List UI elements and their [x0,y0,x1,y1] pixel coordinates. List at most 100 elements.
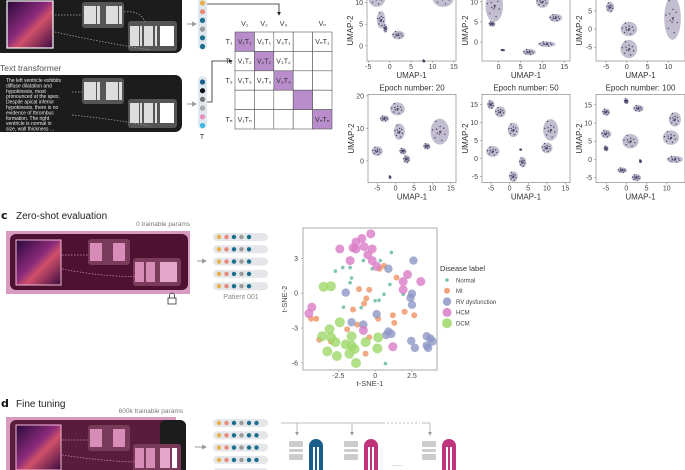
umap-point [489,149,492,152]
umap-point [602,135,605,137]
x-tick-label: 5 [519,64,523,71]
umap-point [398,132,400,134]
umap-point [544,147,547,150]
plot-frame [595,94,685,184]
matrix-cell [312,109,333,130]
umap-point [603,132,605,134]
umap-point [438,133,441,135]
data-point-dcm [360,337,371,348]
data-point-dcm [331,351,342,362]
umap-cluster [368,0,386,7]
umap-point [541,146,544,148]
x-tick-label: 10 [429,64,437,71]
umap-point [381,24,383,27]
umap-point [665,14,667,16]
umap-point [525,48,528,51]
umap-cluster [485,0,504,22]
umap-point [486,2,489,5]
umap-point [671,112,674,115]
legend-label: RV dysfunction [456,300,496,306]
matrix-row-header: T₃ [225,78,232,85]
umap-point [526,50,528,53]
umap-point [640,161,642,164]
data-point-rv-dysfunction [407,336,416,346]
umap-point [513,133,516,136]
umap-point [381,119,383,121]
umap-point [628,48,631,50]
y-tick-label: 10 [356,126,364,133]
matrix-row-header: T₂ [226,59,233,66]
umap-point [673,120,676,122]
umap-point [628,28,631,30]
embedding-dot [246,457,252,463]
umap-point [404,160,406,162]
umap-point [424,143,427,145]
lock-icon [167,292,177,305]
umap-point [634,177,636,179]
umap-point [495,110,497,112]
umap-point [631,176,634,178]
video-encoder [0,0,281,53]
x-tick-label: 5 [526,186,530,193]
embedding-dot [231,445,237,450]
data-point-hcm [304,309,314,319]
y-tick-label: -6 [292,361,298,368]
head-bar [372,447,374,470]
y-axis-label: UMAP-2 [461,123,470,154]
umap-point [611,7,614,10]
y-tick-label: 0 [474,40,478,47]
umap-point [514,174,516,176]
video-embedding-dots [199,0,206,50]
data-point-rv-dysfunction [407,300,417,310]
umap-point [636,179,639,181]
umap-point [675,123,677,125]
umap-point [606,148,609,150]
embedding-dot [246,284,252,289]
umap-point [666,131,669,133]
data-point-normal [373,298,377,303]
embedding-dot [216,259,222,264]
umap-point [670,136,673,139]
data-point-normal [340,265,345,270]
umap-point [551,136,553,138]
umap-point [512,130,514,132]
umap-point [510,171,513,173]
umap-point [625,100,628,102]
umap-point [441,139,443,142]
data-point-hcm [403,270,413,280]
embedding-dot [224,271,229,277]
y-tick-label: 0 [359,43,363,50]
embedding-dot [216,284,222,289]
umap-point [670,160,672,162]
legend-label: Normal [456,278,475,284]
umap-point [624,170,626,172]
x-tick-label: 0 [388,64,392,71]
data-point-dcm [318,281,329,292]
umap-point [668,0,670,2]
legend-marker [445,278,449,282]
umap-point [395,33,397,35]
y-axis-label: UMAP-2 [575,15,584,46]
x-tick-label: 10 [664,64,672,71]
umap-point [667,27,669,30]
umap-point [496,113,499,116]
y-axis-label: UMAP-2 [347,123,356,154]
y-tick-label: 0 [294,291,298,298]
head-bar [317,447,319,470]
umap-point [399,136,402,138]
data-point-hcm [359,242,369,252]
umap-point [491,102,494,105]
y-tick-label: 3 [294,256,298,263]
matrix-cell-label: V₂T₃ [257,78,272,85]
umap-point [385,28,388,31]
umap-point [379,20,381,22]
fine-tuning-title: Fine tuning [16,399,65,410]
umap-point [678,159,681,161]
legend-label: MI [456,289,463,295]
umap-point [607,112,610,114]
umap-point [489,104,491,106]
umap-point [549,131,551,133]
embedding-dot [199,96,206,102]
